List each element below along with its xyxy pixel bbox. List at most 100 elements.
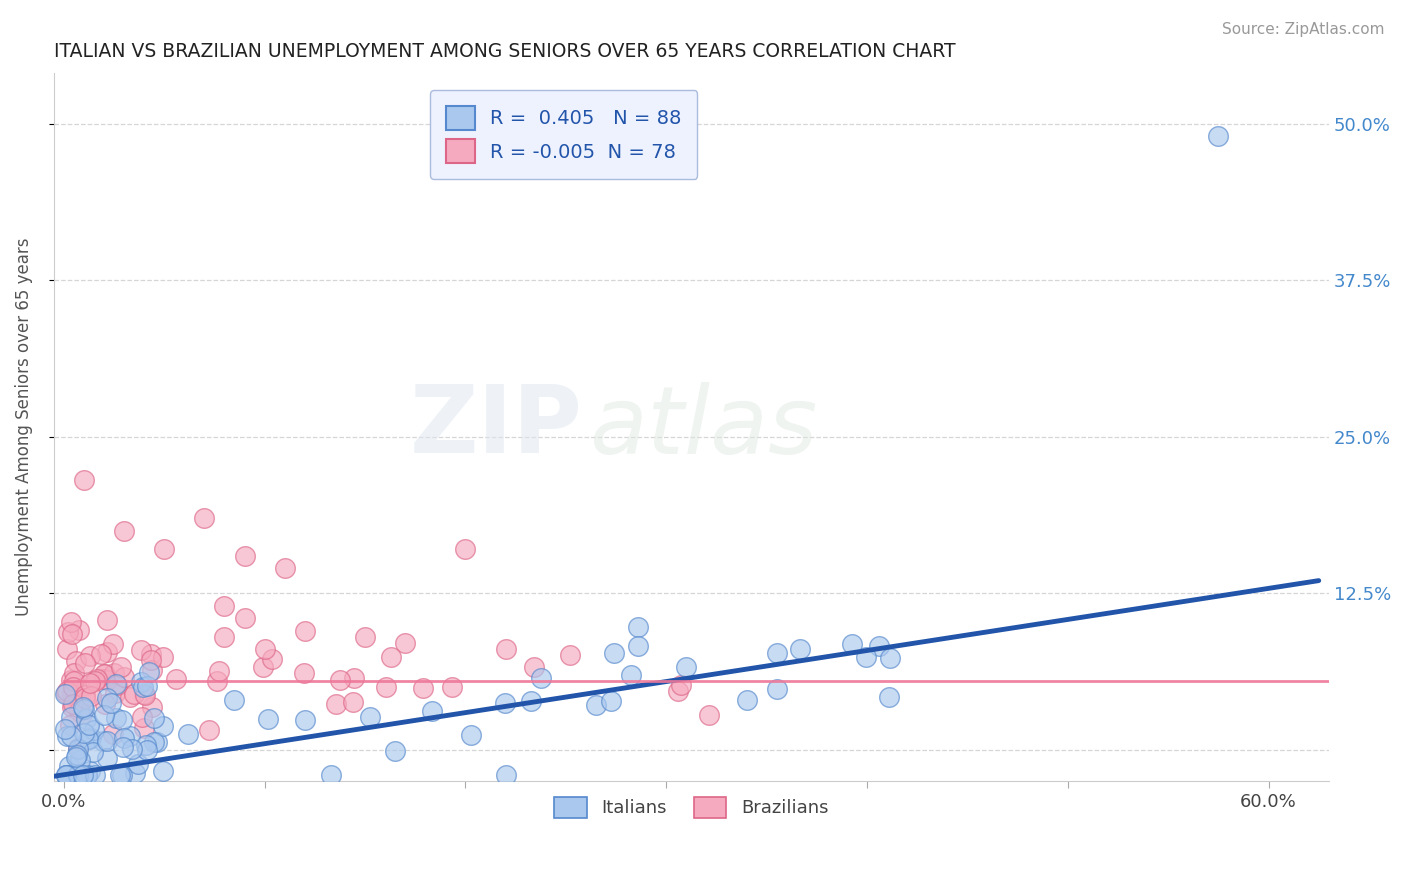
Point [56,768,79,782]
Point [56,625,79,640]
Point [697,708,720,723]
Point [127,757,149,772]
Point [530,671,553,685]
Point [342,695,364,709]
Point [441,680,464,694]
Point [111,739,134,754]
Point [329,673,352,687]
Text: Source: ZipAtlas.com: Source: ZipAtlas.com [1222,22,1385,37]
Point [53,687,76,701]
Point [375,680,398,694]
Point [384,744,406,758]
Point [420,704,443,718]
Point [136,743,159,757]
Point [120,729,142,743]
Point [494,696,516,710]
Point [53,723,76,737]
Point [141,663,163,677]
Point [131,710,153,724]
Point [262,652,284,666]
Point [252,659,274,673]
Point [110,659,132,673]
Point [177,727,200,741]
Point [152,764,174,779]
Point [73,702,96,716]
Point [55,768,77,782]
Point [105,678,128,692]
Point [877,690,900,704]
Y-axis label: Unemployment Among Seniors over 65 years: Unemployment Among Seniors over 65 years [15,238,32,616]
Point [104,686,127,700]
Point [62,681,84,695]
Point [86,672,108,686]
Point [142,735,165,749]
Point [205,673,228,688]
Point [72,725,94,739]
Point [73,688,96,702]
Point [96,645,118,659]
Point [62,666,84,681]
Point [79,648,101,663]
Point [69,753,91,767]
Point [90,647,112,661]
Point [523,660,546,674]
Point [129,642,152,657]
Point [152,719,174,733]
Point [142,711,165,725]
Point [73,690,96,705]
Point [63,673,86,688]
Point [62,698,84,712]
Point [124,687,146,701]
Point [141,700,163,714]
Point [627,620,650,634]
Point [101,637,124,651]
Point [879,650,901,665]
Point [152,650,174,665]
Point [67,740,90,755]
Point [96,673,118,687]
Point [58,759,80,773]
Point [294,624,316,638]
Point [79,764,101,778]
Point [73,474,96,488]
Point [519,694,541,708]
Point [141,653,163,667]
Point [72,768,94,782]
Point [105,677,128,691]
Point [56,642,79,657]
Point [359,710,381,724]
Point [132,721,155,735]
Point [80,690,103,704]
Point [93,708,115,723]
Point [294,713,316,727]
Point [93,672,115,686]
Point [83,723,105,737]
Point [666,684,689,698]
Point [1208,129,1230,144]
Point [76,678,98,692]
Point [233,549,256,563]
Point [197,723,219,737]
Point [70,706,93,721]
Point [101,727,124,741]
Point [82,745,104,759]
Point [96,734,118,748]
Legend: Italians, Brazilians: Italians, Brazilians [547,789,835,825]
Point [454,542,477,557]
Point [96,751,118,765]
Point [139,648,162,662]
Point [55,686,77,700]
Point [233,611,256,625]
Point [56,684,79,698]
Point [495,642,517,657]
Point [354,630,377,644]
Point [83,673,105,688]
Point [669,678,692,692]
Point [626,640,648,654]
Text: atlas: atlas [589,382,817,473]
Point [93,666,115,681]
Point [112,670,135,684]
Point [766,682,789,697]
Point [274,561,297,575]
Point [79,732,101,747]
